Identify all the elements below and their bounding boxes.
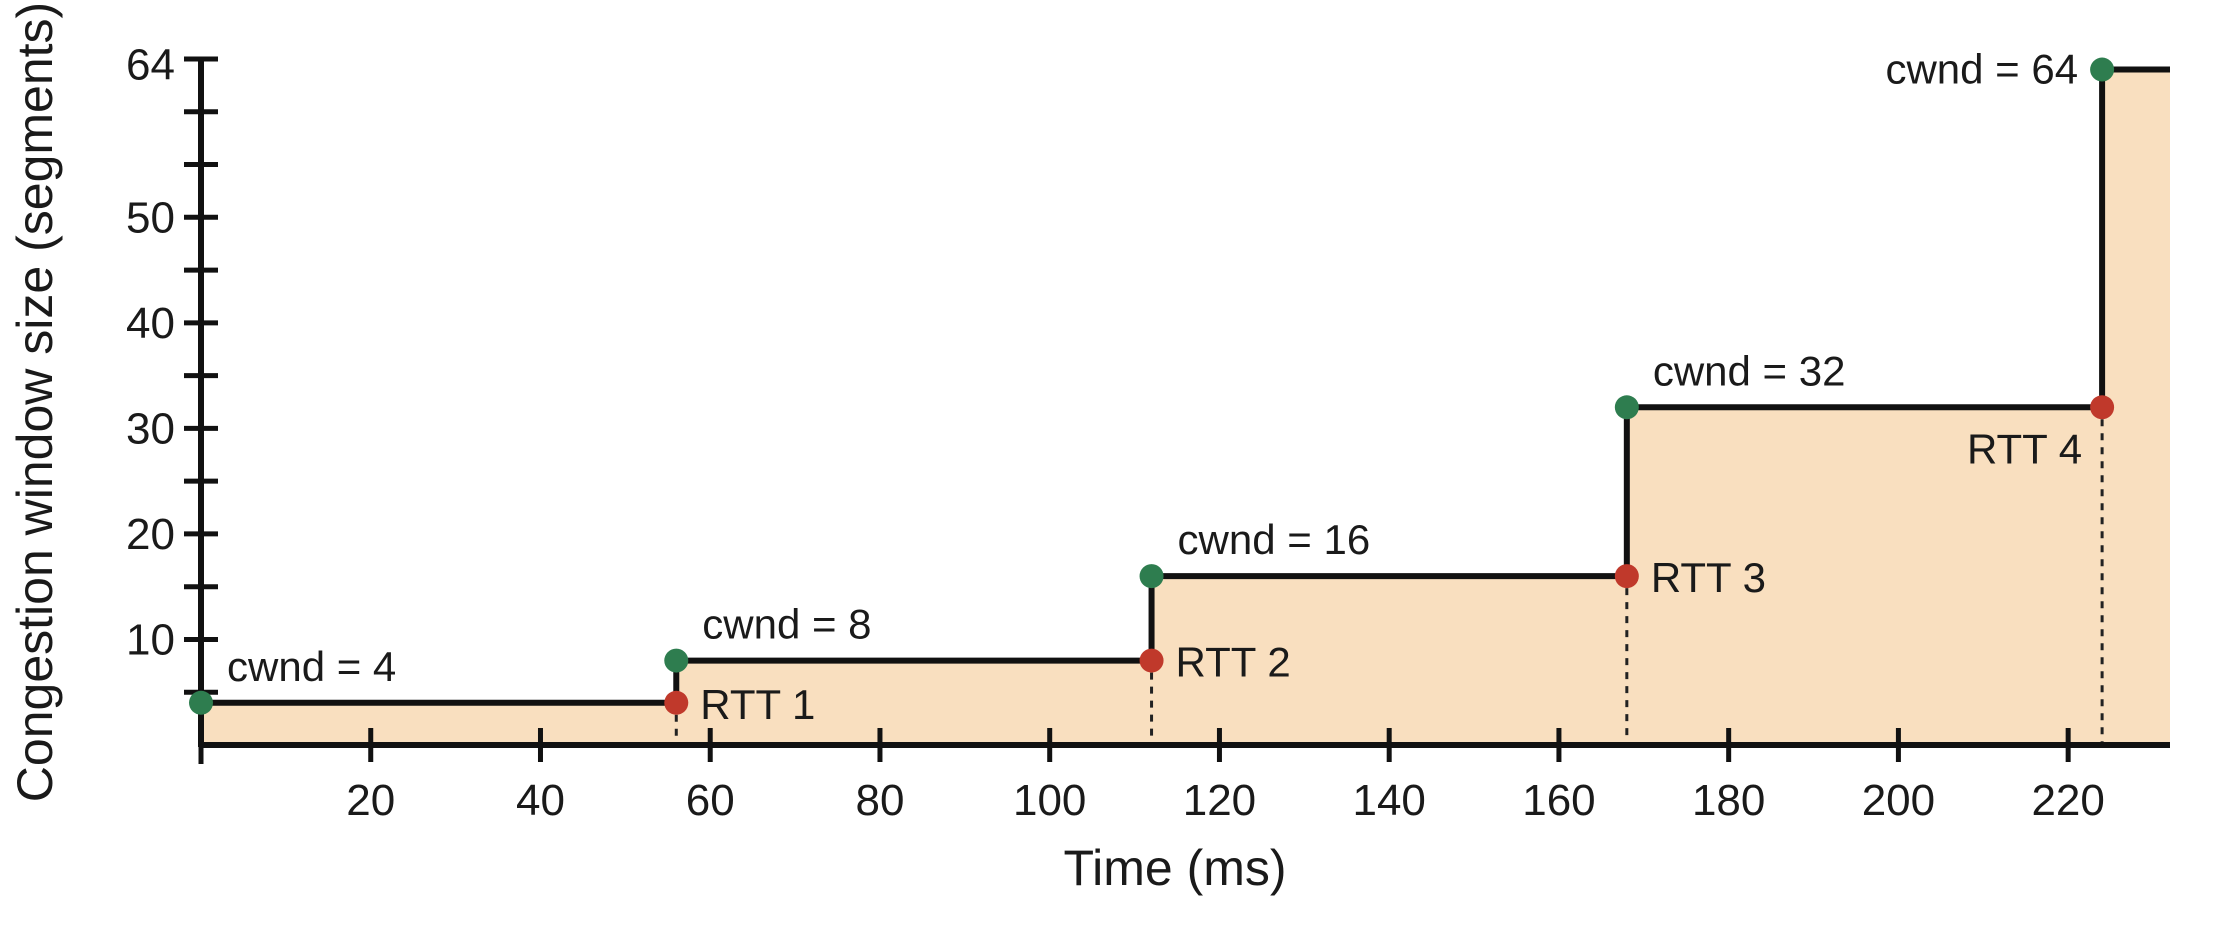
rtt-point-2	[1139, 648, 1164, 673]
x-axis-title: Time (ms)	[1063, 840, 1286, 896]
x-tick-label-120: 120	[1183, 776, 1256, 825]
step-line-layer	[201, 66, 2170, 706]
y-tick-label-40: 40	[126, 299, 175, 348]
x-tick-label-40: 40	[516, 776, 565, 825]
rtt-point-3	[1614, 564, 1639, 589]
x-tick-label-140: 140	[1352, 776, 1425, 825]
axes: 20 40 60 80 100 120 140 160 180 200 220 10 20 30 40 50 6…	[126, 40, 2170, 825]
y-tick-label-30: 30	[126, 404, 175, 453]
area-fill	[201, 69, 2170, 746]
cwnd-start-point-3	[1139, 564, 1164, 589]
rtt-label-4: RTT 4	[1967, 425, 2082, 472]
x-tick-label-100: 100	[1013, 776, 1086, 825]
rtt-dashed-guides	[674, 419, 2104, 745]
cwnd-start-point-4	[1614, 395, 1639, 420]
rtt-point-4	[2090, 395, 2115, 420]
cwnd-label-5: cwnd = 64	[1885, 46, 2078, 93]
y-axis-title: Congestion window size (segments)	[7, 2, 63, 802]
cwnd-label-2: cwnd = 8	[702, 601, 871, 648]
cwnd-start-point-5	[2090, 57, 2115, 82]
rtt-label-1: RTT 1	[700, 681, 815, 728]
rtt-point-1	[664, 690, 689, 715]
cwnd-label-4: cwnd = 32	[1653, 347, 1846, 394]
cwnd-start-point-1	[189, 690, 213, 715]
x-tick-label-20: 20	[346, 776, 395, 825]
x-tick-label-160: 160	[1522, 776, 1595, 825]
cwnd-label-3: cwnd = 16	[1178, 516, 1371, 563]
cwnd-start-point-2	[664, 648, 689, 673]
step-line	[201, 66, 2170, 706]
x-tick-label-200: 200	[1862, 776, 1935, 825]
y-tick-label-10: 10	[126, 615, 175, 664]
annotation-layer: cwnd = 4 cwnd = 8 cwnd = 16 cwnd = 32 cwnd =…	[227, 46, 2082, 728]
area-fill-layer	[201, 69, 2170, 746]
x-tick-label-60: 60	[686, 776, 735, 825]
y-tick-label-64: 64	[126, 40, 175, 89]
rtt-label-2: RTT 2	[1176, 639, 1291, 686]
x-tick-label-220: 220	[2031, 776, 2104, 825]
y-tick-label-20: 20	[126, 510, 175, 559]
markers-layer	[189, 57, 2115, 715]
y-tick-label-50: 50	[126, 193, 175, 242]
cwnd-label-1: cwnd = 4	[227, 643, 396, 690]
x-tick-label-180: 180	[1692, 776, 1765, 825]
x-tick-label-80: 80	[855, 776, 904, 825]
rtt-label-3: RTT 3	[1651, 554, 1766, 601]
